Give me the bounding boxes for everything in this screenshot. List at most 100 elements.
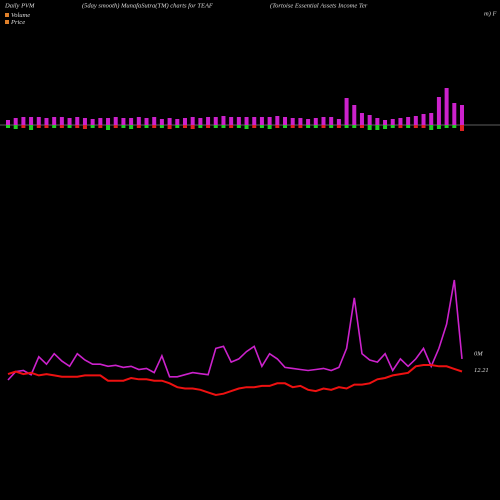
bar-down: [359, 125, 364, 128]
bar-down: [113, 125, 118, 128]
bar-up: [29, 117, 34, 125]
bar-up: [298, 118, 303, 125]
bar-up: [13, 118, 18, 125]
price-line: [7, 364, 463, 397]
bar-up: [321, 117, 326, 125]
bar-up: [67, 118, 72, 125]
bar-up: [152, 117, 157, 125]
bar-up: [344, 98, 349, 125]
bar-down: [290, 125, 295, 128]
bar-up: [129, 118, 134, 125]
bar-down: [329, 125, 334, 128]
bar-up: [244, 117, 249, 125]
bar-up: [98, 118, 103, 125]
bar-up: [252, 117, 257, 125]
legend-swatch: [5, 20, 9, 24]
bar-down: [406, 125, 411, 128]
bar-down: [98, 125, 103, 128]
bar-down: [460, 125, 464, 131]
legend-swatch: [5, 13, 9, 17]
bar-down: [75, 125, 80, 128]
bar-up: [113, 117, 118, 125]
bar-down: [36, 125, 41, 128]
bar-up: [290, 118, 295, 125]
bar-up: [436, 97, 441, 125]
bar-down: [136, 125, 141, 128]
bar-down: [398, 125, 403, 128]
bar-down: [383, 125, 388, 129]
bar-up: [44, 118, 49, 125]
bar-down: [82, 125, 87, 129]
bar-up: [444, 88, 449, 125]
bar-up: [82, 118, 87, 125]
bar-up: [460, 105, 464, 125]
bar-up: [375, 118, 380, 125]
bar-up: [421, 114, 426, 125]
bar-up: [452, 103, 457, 125]
bar-up: [413, 116, 418, 125]
bar-down: [44, 125, 49, 128]
bar-down: [236, 125, 241, 128]
bar-down: [390, 125, 395, 128]
bar-up: [36, 117, 41, 125]
bar-up: [236, 117, 241, 125]
bar-down: [106, 125, 111, 130]
bar-down: [375, 125, 380, 130]
bar-up: [275, 116, 280, 125]
bar-down: [213, 125, 218, 128]
bar-down: [306, 125, 311, 128]
bar-down: [267, 125, 272, 129]
bar-up: [75, 117, 80, 125]
bar-down: [90, 125, 95, 128]
bar-up: [190, 117, 195, 125]
bar-down: [221, 125, 226, 128]
bar-down: [13, 125, 18, 129]
bar-up: [267, 117, 272, 125]
bar-up: [398, 118, 403, 125]
bar-up: [90, 119, 95, 125]
volume-label: 0M: [474, 350, 483, 357]
bar-down: [190, 125, 195, 129]
bar-down: [275, 125, 280, 128]
bar-down: [252, 125, 257, 128]
bar-down: [336, 125, 341, 128]
bar-up: [229, 117, 234, 125]
bar-up: [429, 113, 434, 125]
bar-up: [306, 119, 311, 125]
bar-up: [21, 117, 26, 125]
bar-up: [352, 105, 357, 125]
volume-line: [7, 279, 463, 381]
bar-down: [21, 125, 26, 128]
bar-down: [29, 125, 34, 130]
bar-down: [175, 125, 180, 128]
bar-up: [136, 117, 141, 125]
bar-down: [244, 125, 249, 129]
bar-up: [175, 119, 180, 125]
bar-up: [144, 118, 149, 125]
bar-up: [259, 117, 264, 125]
price-label: 12.21: [474, 367, 489, 374]
bar-up: [106, 118, 111, 125]
bar-down: [444, 125, 449, 128]
bar-down: [313, 125, 318, 128]
bar-down: [129, 125, 134, 129]
bar-up: [121, 118, 126, 125]
title-cut: m) F: [484, 10, 497, 17]
bar-down: [59, 125, 64, 128]
bar-up: [283, 117, 288, 125]
bar-up: [329, 117, 334, 125]
bar-up: [159, 119, 164, 125]
bar-up: [52, 117, 57, 125]
bar-up: [313, 118, 318, 125]
bar-down: [121, 125, 126, 128]
title-right: (Tortoise Essential Assets Income Ter: [270, 2, 368, 9]
title-mid: (5day smooth) MunafaSutra(TM) charts for…: [82, 2, 214, 9]
bar-down: [144, 125, 149, 128]
bar-up: [167, 118, 172, 125]
bar-down: [352, 125, 357, 128]
bar-up: [383, 120, 388, 125]
legend-label: Volume: [11, 12, 30, 19]
bar-down: [283, 125, 288, 128]
bar-down: [182, 125, 187, 128]
bar-down: [421, 125, 426, 128]
